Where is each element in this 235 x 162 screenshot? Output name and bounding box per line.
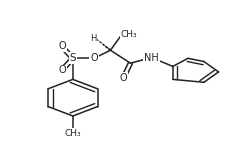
Text: NH: NH — [144, 52, 159, 63]
Text: O: O — [59, 65, 66, 75]
Text: O: O — [90, 53, 98, 63]
Text: O: O — [120, 73, 127, 83]
Text: CH₃: CH₃ — [65, 129, 81, 138]
Text: S: S — [70, 53, 76, 63]
Text: H: H — [90, 34, 96, 43]
Text: CH₃: CH₃ — [121, 29, 137, 39]
Text: O: O — [59, 41, 66, 51]
